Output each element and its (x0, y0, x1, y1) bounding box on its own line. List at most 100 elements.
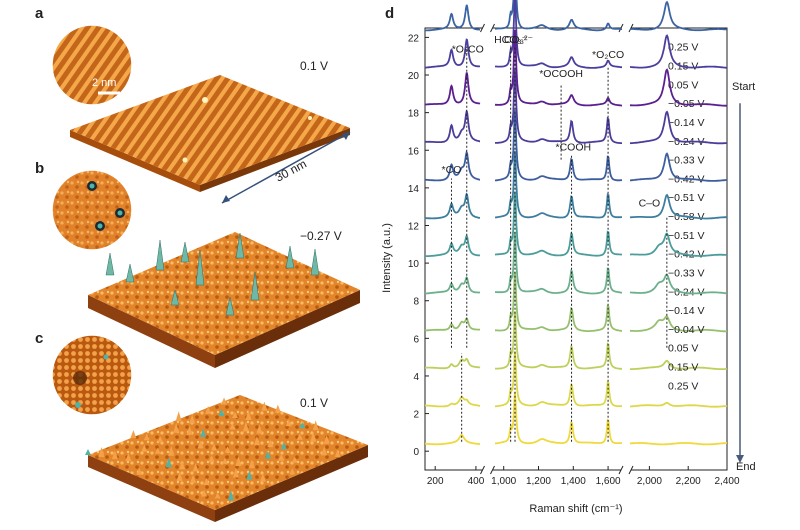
spectrum-line (494, 351, 623, 408)
surface-bump (224, 446, 231, 453)
surface-bump (259, 473, 266, 482)
surface-bump (321, 446, 328, 456)
surface-spike (285, 245, 295, 269)
surface-bump (192, 463, 199, 472)
surface-bump (211, 443, 218, 451)
series-label: −0.51 V (668, 192, 705, 204)
y-tick-label: 12 (408, 221, 420, 232)
surface-bump (229, 423, 236, 430)
surface-bump (173, 422, 180, 433)
surface-bump (289, 468, 296, 475)
surface-bump (214, 492, 221, 499)
axis-break-gap (621, 24, 631, 474)
surface-bump (98, 447, 105, 458)
surface-bump (111, 450, 118, 460)
spectrum-line (495, 271, 623, 332)
surface-bump (203, 477, 210, 485)
surface-bump (299, 422, 306, 429)
series-label: 0.05 V (668, 79, 698, 91)
spectrum-line (425, 396, 480, 408)
peak-label: C–O (639, 198, 661, 210)
axis-break-mark (490, 465, 495, 475)
surface-bump (176, 471, 183, 481)
peak-label: *OCOOH (539, 68, 583, 80)
series-label: −0.14 V (668, 305, 705, 317)
surface-spike (235, 232, 245, 259)
spectrum-line (494, 150, 622, 219)
peak-label: *CO (442, 164, 462, 176)
sequence-arrow-head (736, 454, 744, 463)
surface-bump (280, 442, 287, 450)
surface-bump (274, 404, 281, 413)
panel-b-voltage: −0.27 V (300, 229, 342, 243)
panel-c-slab-side (88, 455, 215, 522)
panel-a-adatom (308, 116, 312, 120)
y-tick-label: 14 (408, 184, 420, 195)
spectrum-line (425, 110, 480, 143)
axis-break-mark (490, 23, 495, 33)
panel-b-slab-side (88, 295, 215, 368)
arrow-end-label: End (736, 461, 756, 473)
x-tick-label: 1,400 (561, 476, 586, 487)
series-label: 0.05 V (668, 343, 698, 355)
surface-bump (136, 467, 143, 475)
spectrum-line (630, 110, 727, 145)
panel-a-label: a (35, 5, 44, 22)
surface-bump (232, 412, 238, 418)
surface-bump (85, 449, 91, 455)
arrow-start-label: Start (732, 81, 755, 93)
y-tick-label: 8 (413, 297, 419, 308)
surface-bump (264, 450, 271, 459)
surface-spike (105, 252, 115, 276)
surface-bump (221, 397, 228, 405)
spectrum-line (495, 0, 623, 69)
surface-spike (310, 248, 320, 276)
x-tick-label: 1,200 (526, 476, 551, 487)
spectrum-line (494, 191, 623, 257)
spectrum-line (629, 273, 727, 295)
y-tick-label: 18 (408, 109, 420, 120)
spectrum-line (425, 357, 481, 370)
spectrum-line (424, 317, 480, 332)
panel-a-slab-front (200, 128, 350, 192)
y-tick-label: 6 (413, 334, 419, 345)
surface-bump (323, 434, 330, 444)
peak-label: *O₂CO (592, 49, 624, 61)
axis-break-mark (480, 23, 485, 33)
series-label: 0.25 V (668, 42, 698, 54)
surface-bump (205, 405, 212, 414)
spectrum-line (425, 150, 480, 182)
surface-bump (190, 474, 197, 483)
surface-bump (125, 453, 132, 462)
panel-c-slab-front (215, 445, 368, 522)
surface-spike (170, 289, 180, 306)
panel-a-adatom (202, 97, 208, 103)
surface-bump (278, 453, 285, 461)
surface-spike (155, 239, 165, 271)
spectrum-line (495, 231, 623, 295)
x-tick-label: 2,400 (714, 476, 739, 487)
panel-a-zoom (52, 25, 132, 105)
y-tick-label: 20 (408, 71, 420, 82)
dimension-arrow-head (222, 195, 230, 203)
axis-break-gap (482, 24, 493, 474)
surface-bump (248, 459, 255, 469)
x-tick-label: 200 (427, 476, 444, 487)
axis-break-mark (618, 465, 624, 475)
axis-break-mark (618, 23, 624, 33)
spectrum-line (495, 311, 622, 370)
surface-bump (186, 425, 193, 435)
surface-bump (208, 454, 215, 462)
surface-bump (154, 447, 161, 454)
surface-spike (180, 241, 190, 263)
surface-bump (267, 439, 274, 448)
surface-bump (130, 430, 137, 439)
panel-b-zoom-border (51, 169, 133, 251)
axis-break-mark (628, 465, 634, 475)
surface-bump (141, 444, 148, 452)
surface-bump (157, 436, 164, 443)
surface-spike (225, 296, 235, 316)
spectrum-line (630, 359, 728, 370)
surface-bump (285, 419, 292, 427)
y-tick-label: 2 (413, 410, 419, 421)
